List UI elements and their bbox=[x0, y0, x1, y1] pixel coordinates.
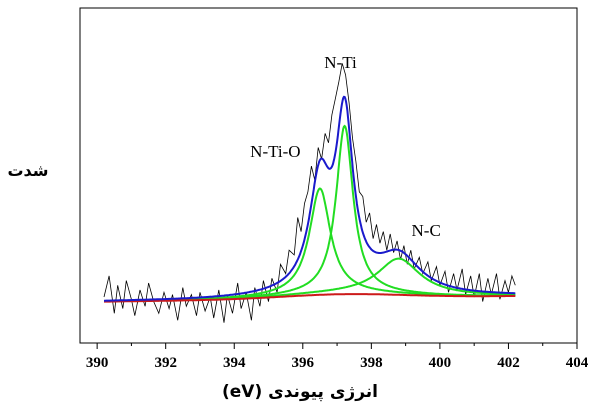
raw-data-line bbox=[103, 63, 516, 323]
x-tick-label: 392 bbox=[154, 355, 177, 371]
plot-frame bbox=[79, 7, 578, 344]
fit-envelope-line bbox=[104, 95, 516, 302]
annotations: N-Ti N-Ti-O N-C bbox=[250, 53, 441, 240]
x-axis-title: انرژی پیوندی (eV) bbox=[222, 382, 378, 402]
y-axis-title: شدت bbox=[7, 161, 48, 180]
x-tick-label: 394 bbox=[223, 355, 246, 371]
peak-label: N-C bbox=[412, 221, 441, 240]
x-tick-label: 398 bbox=[360, 355, 383, 371]
x-tick-label: 400 bbox=[429, 355, 452, 371]
peak-label: N-Ti-O bbox=[250, 142, 300, 161]
x-axis: 390 392 394 396 398 400 402 404 bbox=[86, 343, 589, 371]
x-tick-label: 402 bbox=[497, 355, 520, 371]
x-tick-label: 404 bbox=[566, 355, 589, 371]
x-tick-label: 396 bbox=[292, 355, 315, 371]
background-line bbox=[104, 293, 516, 303]
curves bbox=[103, 63, 516, 323]
component-peak-1 bbox=[104, 187, 516, 303]
x-tick-label: 390 bbox=[86, 355, 109, 371]
peak-label: N-Ti bbox=[324, 53, 357, 72]
